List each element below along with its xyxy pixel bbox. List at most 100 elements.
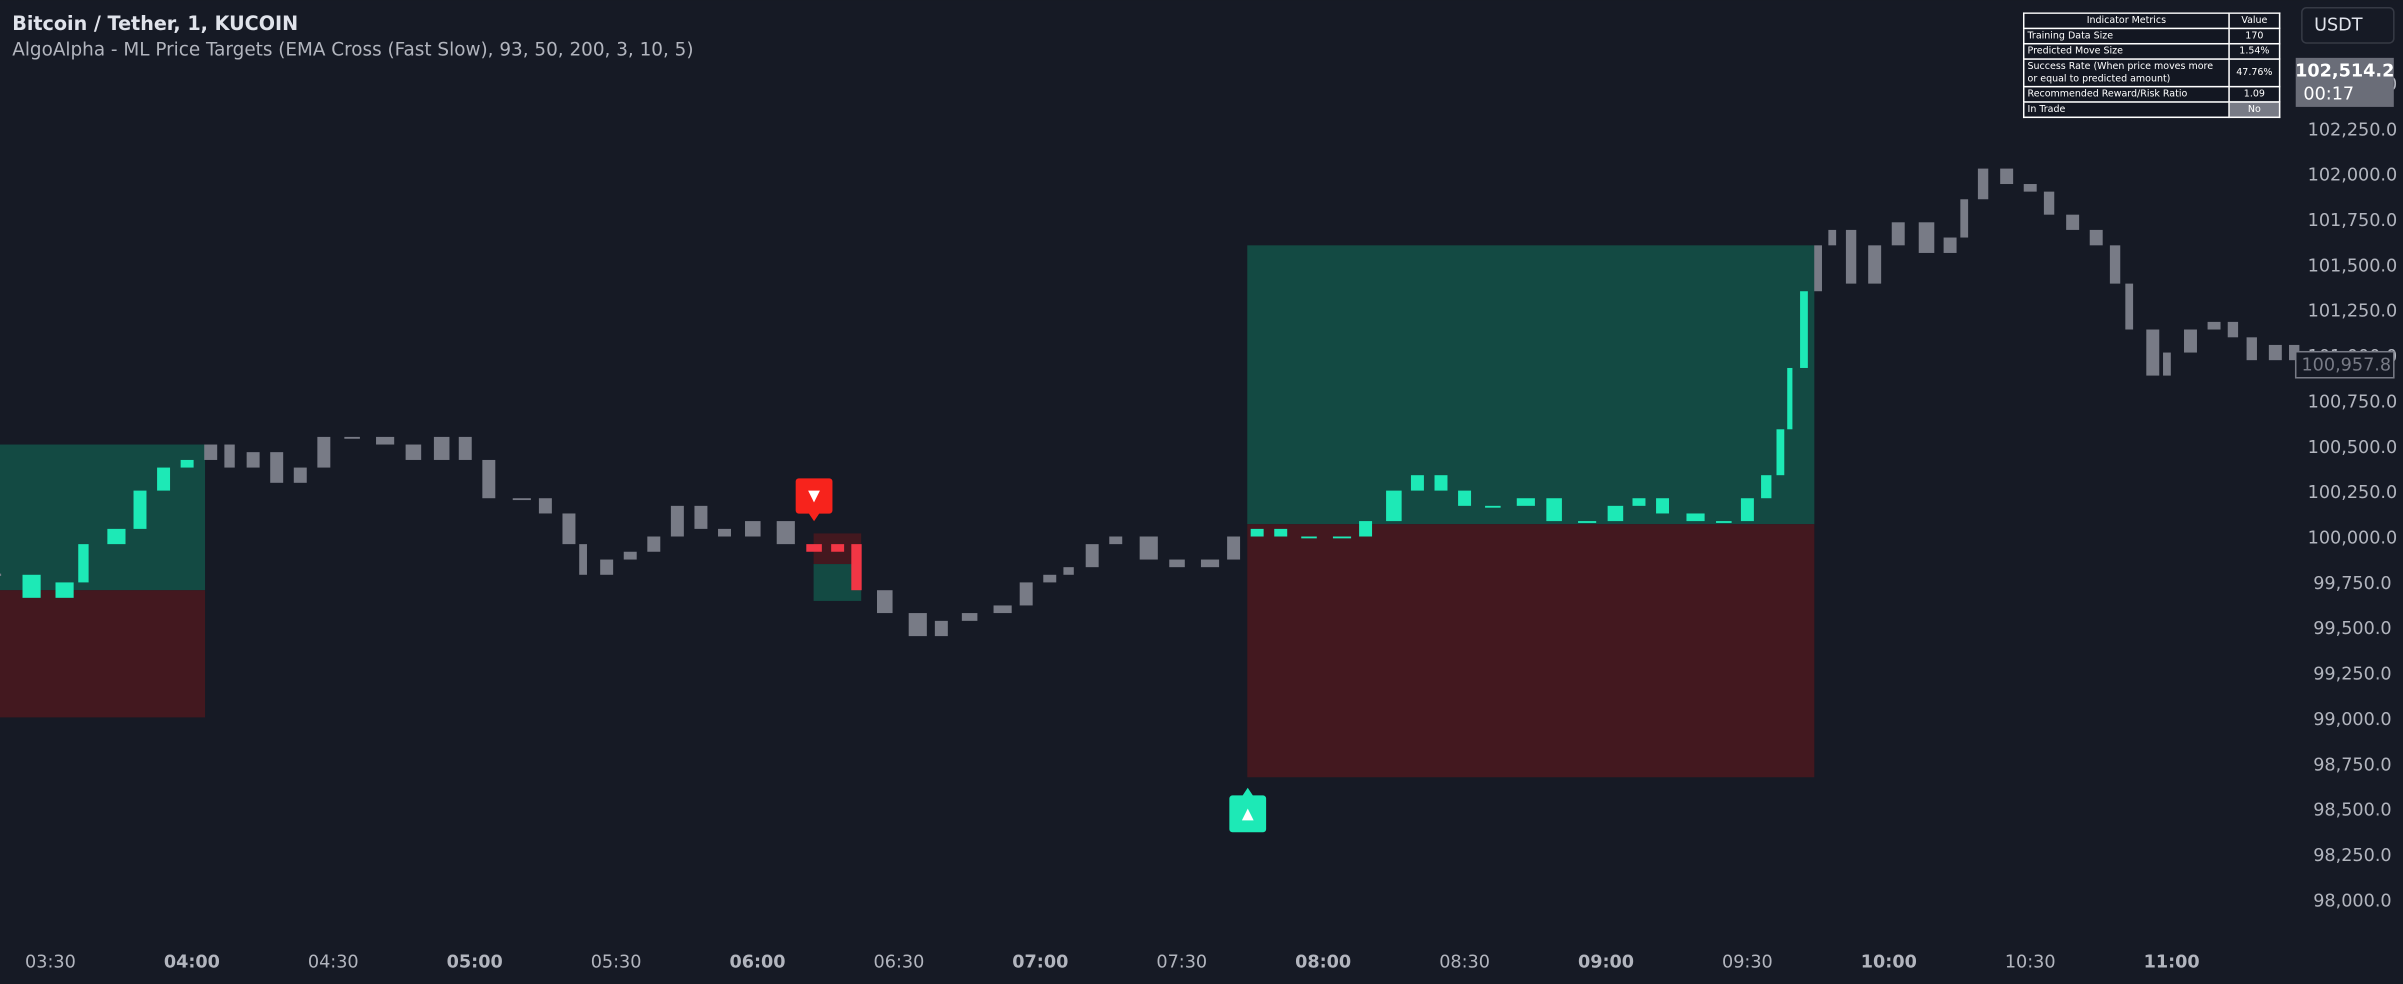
currency-button[interactable]: USDT <box>2301 6 2395 44</box>
y-tick-label: 102,250.0 <box>2308 120 2398 140</box>
candle <box>2246 337 2257 361</box>
zone-upper <box>0 444 206 591</box>
candle <box>2000 168 2014 185</box>
table-cell: Recommended Reward/Risk Ratio <box>2022 85 2230 103</box>
candle <box>1019 582 1033 606</box>
x-tick-label: 06:30 <box>874 952 925 972</box>
candle <box>2207 321 2221 330</box>
y-tick-label: 98,000.0 <box>2313 891 2391 911</box>
signal-pointer <box>807 512 821 522</box>
y-tick-label: 99,500.0 <box>2313 619 2391 639</box>
x-tick-label: 06:00 <box>729 952 785 972</box>
candle <box>180 459 194 468</box>
y-tick-label: 100,250.0 <box>2308 483 2398 503</box>
candle <box>1359 521 1373 537</box>
candle <box>2043 191 2055 215</box>
y-tick-label: 99,250.0 <box>2313 665 2391 685</box>
signal-marker: ▼ <box>795 478 833 522</box>
candle <box>908 613 927 637</box>
candle <box>1868 245 1882 284</box>
y-tick-label: 99,000.0 <box>2313 710 2391 730</box>
signal-marker: ▲ <box>1229 787 1267 833</box>
x-tick-label: 03:30 <box>25 952 76 972</box>
y-tick-label: 102,000.0 <box>2308 166 2398 186</box>
candle <box>1977 168 1989 200</box>
candle <box>1169 559 1185 568</box>
candle <box>1787 367 1793 430</box>
signal-box <box>1229 795 1267 833</box>
candle <box>2146 329 2160 376</box>
y-tick-label: 98,250.0 <box>2313 846 2391 866</box>
y-tick-label: 100,500.0 <box>2308 438 2398 458</box>
y-tick-label: 101,750.0 <box>2308 211 2398 231</box>
candle <box>1686 513 1705 522</box>
signal-pointer <box>1241 787 1254 797</box>
zone-lower <box>1247 524 1815 778</box>
candle <box>1332 536 1352 539</box>
candle <box>1274 528 1288 537</box>
candle <box>0 573 2 576</box>
candle <box>2109 245 2121 284</box>
x-tick-label: 10:30 <box>2005 952 2056 972</box>
table-value-cell: 1.54% <box>2228 43 2281 61</box>
table-value-cell: 1.09 <box>2228 85 2281 103</box>
candle <box>1516 498 1535 506</box>
candle <box>1845 229 1857 284</box>
candle <box>1761 475 1772 499</box>
x-tick-label: 09:30 <box>1722 952 1773 972</box>
currency-button-frame[interactable] <box>2301 6 2395 44</box>
x-tick-label: 08:00 <box>1295 952 1351 972</box>
candle <box>1109 536 1123 545</box>
candle <box>55 582 74 598</box>
currency-label[interactable]: USDT <box>2314 15 2363 35</box>
candle <box>806 544 822 552</box>
table-cell: In Trade <box>2022 100 2230 118</box>
candle <box>993 605 1012 614</box>
candle <box>2089 229 2103 246</box>
candle <box>831 544 845 552</box>
candle <box>1607 505 1624 522</box>
candle <box>344 436 360 439</box>
y-tick-label: 100,000.0 <box>2308 529 2398 549</box>
candle <box>1139 536 1158 560</box>
y-tick-label: 101,500.0 <box>2308 256 2398 276</box>
candle <box>1891 222 1905 246</box>
y-tick-label: 101,250.0 <box>2308 302 2398 322</box>
table-value-cell: 47.76% <box>2228 58 2281 87</box>
candle <box>1085 544 1099 568</box>
candle <box>1200 559 1220 568</box>
table-row: In Trade No <box>2022 100 2281 118</box>
table-row: Predicted Move Size 1.54% <box>2022 43 2281 61</box>
candle <box>579 544 587 575</box>
candle <box>538 498 552 514</box>
candle <box>2227 321 2239 338</box>
candle <box>157 467 171 491</box>
candle <box>317 436 331 468</box>
candle <box>133 490 147 529</box>
candle <box>1227 536 1241 560</box>
chart-subtitle: AlgoAlpha - ML Price Targets (EMA Cross … <box>12 40 693 61</box>
candle <box>107 528 126 545</box>
candle <box>718 528 731 537</box>
candle <box>458 436 472 460</box>
x-tick-label: 09:00 <box>1578 952 1634 972</box>
table-header-row: Indicator Metrics Value <box>2022 12 2281 30</box>
signal-box <box>795 478 833 514</box>
candle <box>2268 344 2282 361</box>
y-tick-label: 100,750.0 <box>2308 392 2398 412</box>
candle <box>776 521 795 545</box>
last-price-frame <box>2295 57 2394 107</box>
candle <box>1301 536 1317 539</box>
candle <box>1546 498 1562 522</box>
chart-title: Bitcoin / Tether, 1, KUCOIN <box>12 12 298 35</box>
table-header-cell: Indicator Metrics <box>2022 12 2230 30</box>
x-tick-label: 11:00 <box>2144 952 2200 972</box>
candle <box>22 574 41 598</box>
candle <box>1814 245 1822 292</box>
candle <box>1716 521 1732 523</box>
candle <box>2066 214 2080 230</box>
signal-label: ▼ <box>808 486 820 504</box>
